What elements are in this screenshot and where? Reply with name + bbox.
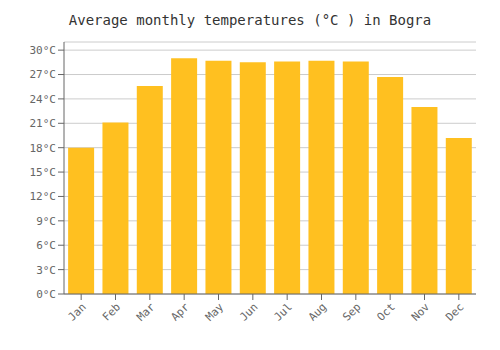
svg-text:21°C: 21°C: [30, 117, 57, 130]
svg-text:Dec: Dec: [443, 300, 466, 323]
svg-text:24°C: 24°C: [30, 93, 57, 106]
svg-text:Oct: Oct: [375, 300, 398, 323]
svg-text:Sep: Sep: [340, 300, 363, 323]
svg-text:Jun: Jun: [237, 300, 260, 323]
svg-text:Jan: Jan: [66, 300, 89, 323]
svg-text:6°C: 6°C: [36, 239, 56, 252]
svg-text:Nov: Nov: [409, 300, 433, 324]
svg-text:Aug: Aug: [306, 300, 329, 323]
html-text:Average monthly temperatures (: Average monthly temperatures (°C ) in Bo…: [68, 12, 432, 28]
svg-text:15°C: 15°C: [30, 166, 57, 179]
svg-text:30°C: 30°C: [30, 44, 57, 57]
svg-text:0°C: 0°C: [36, 288, 56, 301]
svg-text:27°C: 27°C: [30, 68, 57, 81]
svg-text:Apr: Apr: [169, 300, 193, 324]
svg-text:Mar: Mar: [134, 300, 158, 324]
svg-text:May: May: [203, 300, 227, 324]
svg-text:12°C: 12°C: [30, 190, 57, 203]
svg-text:Jul: Jul: [272, 300, 295, 323]
svg-text:18°C: 18°C: [30, 142, 57, 155]
svg-text:9°C: 9°C: [36, 215, 56, 228]
svg-text:Feb: Feb: [100, 300, 123, 323]
svg-text:3°C: 3°C: [36, 264, 56, 277]
